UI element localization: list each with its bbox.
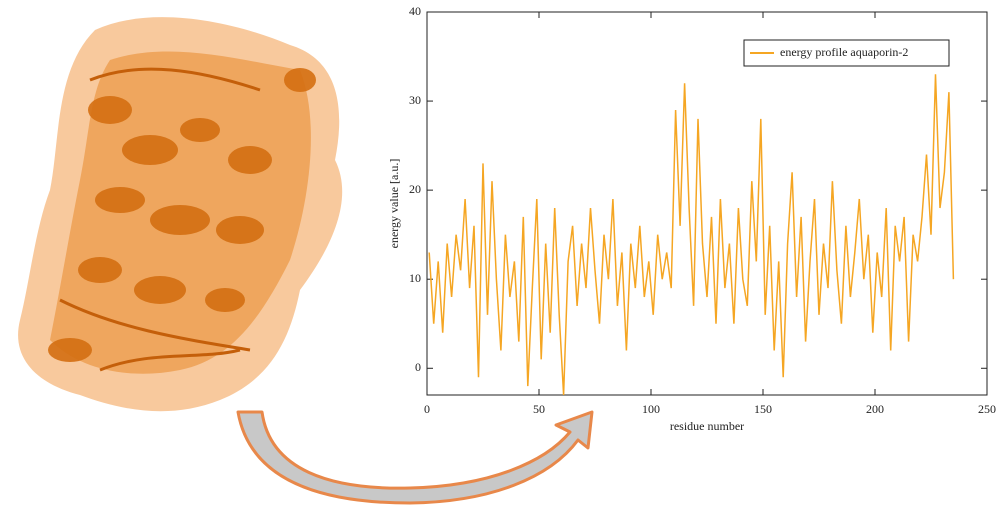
x-tick-label: 200 bbox=[866, 402, 884, 416]
x-tick-label: 250 bbox=[978, 402, 996, 416]
data-line bbox=[429, 74, 953, 395]
plot: 0 50 100 150 200 250 0 10 20 30 40 residue number en… bbox=[387, 4, 996, 433]
x-tick-label: 50 bbox=[533, 402, 545, 416]
y-axis-label: energy value [a.u.] bbox=[387, 159, 401, 249]
legend-label: energy profile aquaporin-2 bbox=[780, 45, 908, 59]
figure: 0 50 100 150 200 250 0 10 20 30 40 residue number en… bbox=[0, 0, 1004, 509]
y-tick-label: 30 bbox=[409, 93, 421, 107]
plot-frame bbox=[427, 12, 987, 395]
y-tick-label: 10 bbox=[409, 271, 421, 285]
protein-image bbox=[18, 17, 342, 411]
x-axis-label: residue number bbox=[670, 419, 744, 433]
y-tick-label: 0 bbox=[415, 360, 421, 374]
arrow bbox=[238, 412, 592, 503]
x-tick-label: 150 bbox=[754, 402, 772, 416]
x-tick-label: 0 bbox=[424, 402, 430, 416]
y-tick-label: 40 bbox=[409, 4, 421, 18]
y-tick-label: 20 bbox=[409, 182, 421, 196]
x-tick-label: 100 bbox=[642, 402, 660, 416]
